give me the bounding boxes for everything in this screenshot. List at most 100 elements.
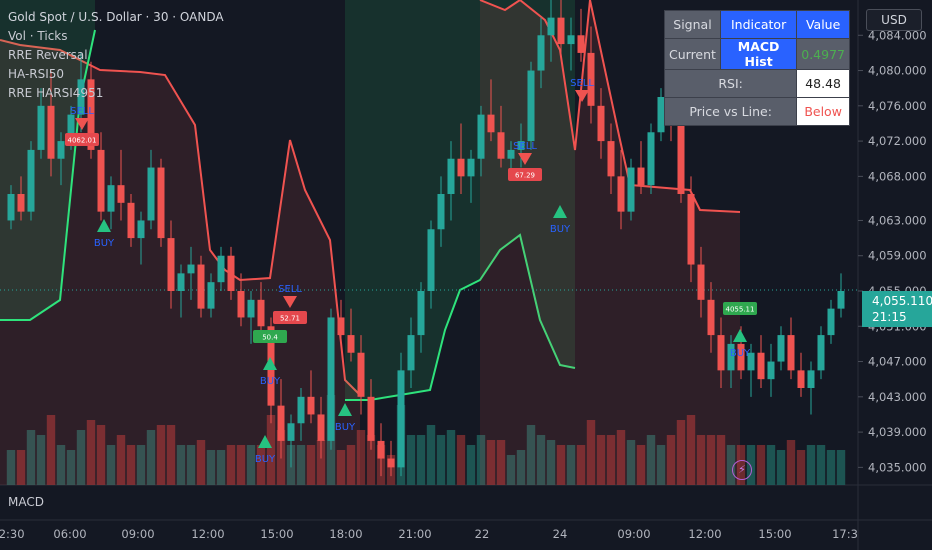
legend-rre-harsi[interactable]: RRE HARSI4951 — [8, 86, 104, 100]
candle-body — [27, 149, 35, 212]
volume-bar — [566, 445, 576, 485]
signal-price-tag — [65, 133, 99, 146]
x-tick-label: 09:00 — [121, 527, 154, 541]
table-row-rsi-label: RSI: — [663, 69, 798, 98]
volume-bar — [246, 445, 256, 485]
volume-bar — [336, 450, 346, 485]
volume-bar — [586, 420, 596, 485]
candle-body — [517, 141, 525, 150]
reversal-line-green-2-fill — [345, 0, 575, 400]
symbol-title[interactable]: Gold Spot / U.S. Dollar · 30 · OANDA — [8, 10, 224, 24]
candle-body — [147, 167, 155, 221]
x-tick-label: 17:3 — [832, 527, 858, 541]
candle-body — [487, 114, 495, 133]
sell-arrow-icon — [575, 90, 589, 102]
volume-bar — [56, 445, 66, 485]
candle-body — [717, 335, 725, 371]
table-header-indicator: Indicator — [719, 10, 798, 39]
signal-label: BUY — [550, 224, 571, 235]
legend-rre-reversal[interactable]: RRE Reversal — [8, 48, 88, 62]
sell-arrow-icon — [518, 153, 532, 165]
volume-bar — [296, 445, 306, 485]
volume-bar — [466, 445, 476, 485]
volume-bar — [116, 435, 126, 485]
candle-body — [437, 194, 445, 230]
candle-body — [77, 79, 85, 115]
volume-bar — [726, 445, 736, 485]
legend-ha-rsi50[interactable]: HA-RSI50 — [8, 67, 65, 81]
volume-bar — [416, 435, 426, 485]
candle-body — [627, 167, 635, 212]
volume-bar — [316, 440, 326, 485]
signal-price-tag — [723, 302, 757, 315]
chart-legend: Gold Spot / U.S. Dollar · 30 · OANDA Vol… — [8, 8, 224, 103]
signal-price-label: 50.4 — [262, 334, 278, 342]
x-tick-label: 24 — [553, 527, 568, 541]
volume-bar — [106, 445, 116, 485]
candle-body — [687, 194, 695, 265]
volume-bar — [26, 430, 36, 485]
candle-body — [577, 35, 585, 53]
signal-label: BUY — [94, 238, 115, 249]
volume-bar — [36, 435, 46, 485]
volume-bar — [456, 435, 466, 485]
legend-volume[interactable]: Vol · Ticks — [8, 29, 68, 43]
sell-arrow-icon — [75, 118, 89, 130]
volume-bar — [786, 440, 796, 485]
candle-body — [587, 52, 595, 106]
volume-bar — [506, 455, 516, 485]
candle-body — [597, 105, 605, 142]
candle-body — [47, 105, 55, 159]
x-tick-label: 12:00 — [688, 527, 721, 541]
candle-body — [387, 458, 395, 468]
candle-body — [777, 335, 785, 362]
volume-bar — [706, 435, 716, 485]
y-tick-label: 4,068.000 — [868, 169, 927, 183]
volume-bar — [826, 450, 836, 485]
candle-body — [527, 70, 535, 142]
buy-arrow-icon — [338, 403, 352, 416]
candle-body — [817, 335, 825, 371]
candle-body — [637, 167, 645, 186]
candle-body — [207, 282, 215, 309]
volume-bar — [656, 445, 666, 485]
candle-body — [37, 105, 45, 150]
volume-bar — [206, 450, 216, 485]
candle-body — [407, 335, 415, 371]
lightning-icon[interactable]: ⚡ — [732, 460, 752, 480]
candle-body — [787, 335, 795, 371]
x-tick-label: 21:00 — [398, 527, 431, 541]
candle-body — [57, 141, 65, 159]
candle-body — [547, 17, 555, 36]
sell-arrow-icon — [283, 296, 297, 308]
volume-bar — [596, 435, 606, 485]
candle-body — [477, 114, 485, 159]
signal-label: BUY — [260, 376, 281, 387]
volume-bar — [176, 445, 186, 485]
volume-bar — [676, 420, 686, 485]
volume-bar — [556, 445, 566, 485]
volume-bar — [136, 445, 146, 485]
candle-body — [367, 396, 375, 441]
volume-bar — [806, 445, 816, 485]
signal-label: BUY — [730, 348, 751, 359]
volume-bar — [776, 450, 786, 485]
candle-body — [837, 291, 845, 309]
candle-body — [217, 255, 225, 283]
volume-bar — [436, 435, 446, 485]
volume-bar — [6, 450, 16, 485]
last-price-value: 4,055.110 — [872, 294, 932, 308]
volume-bar — [226, 445, 236, 485]
volume-bar — [716, 435, 726, 485]
currency-button[interactable]: USD — [866, 9, 922, 31]
buy-arrow-icon — [263, 357, 277, 370]
candle-body — [257, 299, 265, 327]
volume-bar — [146, 430, 156, 485]
candle-body — [457, 158, 465, 177]
candle-body — [337, 317, 345, 336]
macd-pane-label[interactable]: MACD — [8, 495, 44, 509]
candle-body — [507, 149, 515, 159]
candle-body — [357, 352, 365, 397]
candle-body — [677, 123, 685, 194]
volume-bar — [696, 435, 706, 485]
